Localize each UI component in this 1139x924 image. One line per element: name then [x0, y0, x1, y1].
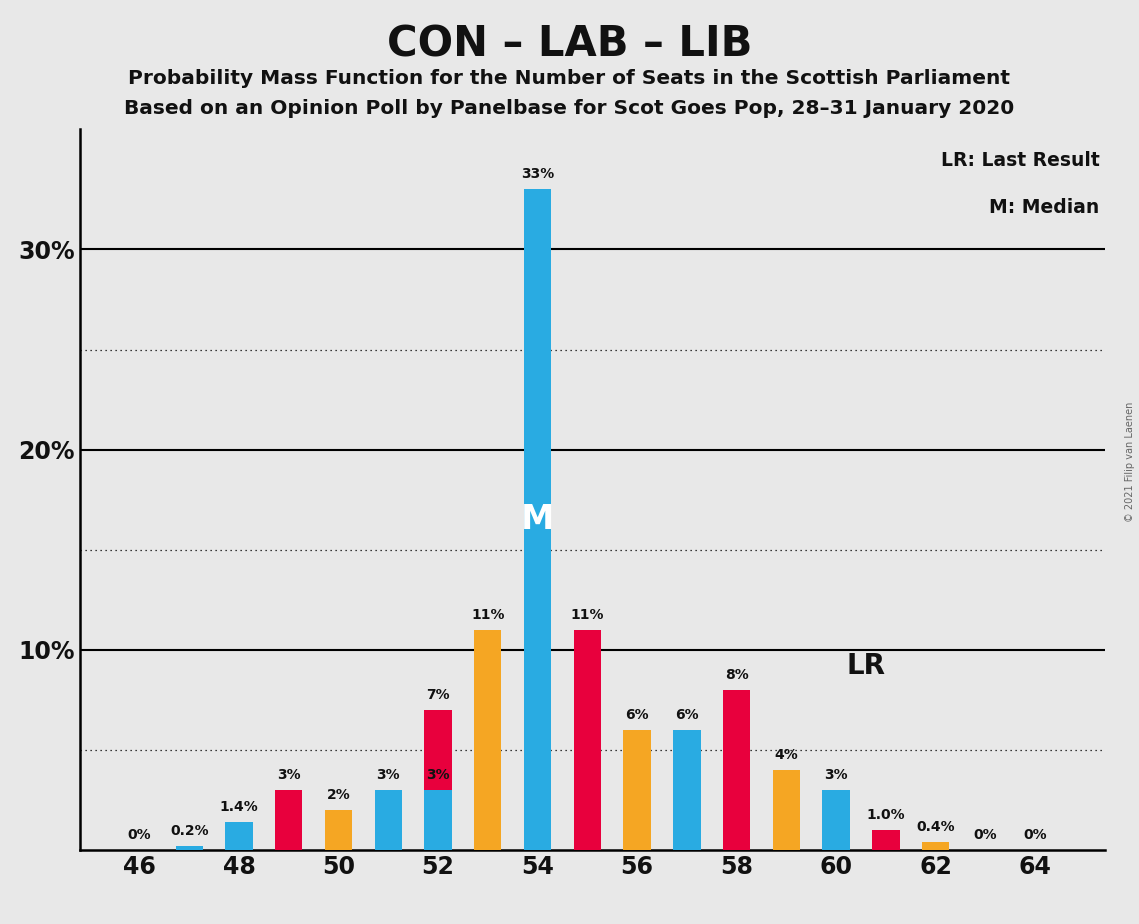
Bar — [226, 822, 253, 850]
Text: 1.4%: 1.4% — [220, 800, 259, 814]
Text: 0.4%: 0.4% — [917, 821, 954, 834]
Bar — [175, 846, 203, 850]
Bar — [872, 830, 900, 850]
Bar — [772, 770, 800, 850]
Text: CON – LAB – LIB: CON – LAB – LIB — [387, 23, 752, 65]
Text: LR: LR — [846, 652, 885, 680]
Text: 0%: 0% — [1023, 828, 1047, 842]
Text: 3%: 3% — [377, 768, 400, 782]
Bar — [723, 690, 751, 850]
Bar — [524, 189, 551, 850]
Bar — [375, 790, 402, 850]
Text: 11%: 11% — [571, 608, 604, 622]
Text: 3%: 3% — [277, 768, 301, 782]
Text: 2%: 2% — [327, 788, 351, 802]
Text: 8%: 8% — [724, 668, 748, 682]
Bar — [673, 730, 700, 850]
Text: 0.2%: 0.2% — [170, 824, 208, 838]
Text: 3%: 3% — [825, 768, 847, 782]
Bar — [474, 630, 501, 850]
Text: 1.0%: 1.0% — [867, 808, 906, 822]
Bar — [574, 630, 601, 850]
Text: M: M — [521, 504, 555, 536]
Text: Probability Mass Function for the Number of Seats in the Scottish Parliament: Probability Mass Function for the Number… — [129, 69, 1010, 89]
Text: 4%: 4% — [775, 748, 798, 762]
Text: 7%: 7% — [426, 688, 450, 702]
Bar — [921, 842, 949, 850]
Text: Based on an Opinion Poll by Panelbase for Scot Goes Pop, 28–31 January 2020: Based on an Opinion Poll by Panelbase fo… — [124, 99, 1015, 118]
Text: M: Median: M: Median — [990, 198, 1099, 217]
Text: 11%: 11% — [472, 608, 505, 622]
Text: © 2021 Filip van Laenen: © 2021 Filip van Laenen — [1125, 402, 1134, 522]
Bar — [325, 810, 352, 850]
Bar — [425, 710, 452, 850]
Text: 0%: 0% — [128, 828, 151, 842]
Text: 6%: 6% — [675, 708, 698, 722]
Text: 6%: 6% — [625, 708, 649, 722]
Bar — [274, 790, 303, 850]
Bar — [822, 790, 850, 850]
Bar — [623, 730, 650, 850]
Text: 3%: 3% — [426, 768, 450, 782]
Text: LR: Last Result: LR: Last Result — [941, 151, 1099, 170]
Bar — [425, 790, 452, 850]
Text: 0%: 0% — [974, 828, 998, 842]
Text: 33%: 33% — [521, 167, 555, 181]
